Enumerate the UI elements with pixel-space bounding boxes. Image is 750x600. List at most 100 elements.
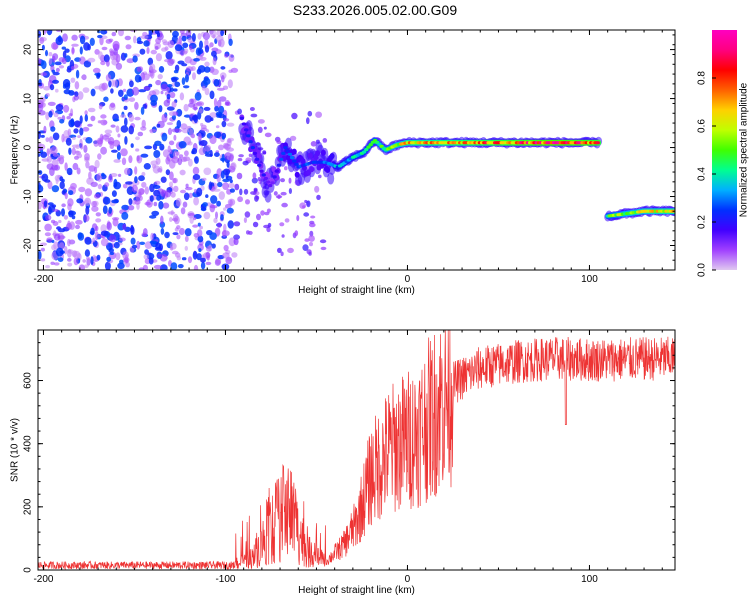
noise-blob	[149, 183, 155, 193]
noise-blob	[173, 134, 177, 141]
noise-blob	[92, 67, 101, 74]
noise-blob	[135, 148, 140, 152]
noise-blob	[54, 233, 61, 241]
noise-blob	[168, 181, 174, 188]
noise-blob	[165, 189, 172, 198]
ridge-core	[261, 173, 266, 177]
noise-blob	[294, 230, 299, 237]
noise-blob	[244, 211, 251, 218]
noise-blob	[79, 35, 86, 45]
noise-blob	[159, 264, 168, 270]
noise-blob	[216, 99, 222, 108]
noise-blob	[52, 208, 60, 212]
ridge-core	[254, 157, 260, 161]
ridge-band	[315, 150, 321, 157]
noise-blob	[73, 95, 79, 101]
noise-blob	[237, 108, 243, 115]
noise-blob	[52, 221, 59, 226]
noise-blob	[74, 120, 81, 128]
snr-frame	[37, 329, 676, 571]
noise-blob	[62, 33, 68, 42]
noise-blob	[148, 30, 153, 36]
noise-blob	[128, 198, 133, 206]
noise-blob	[176, 225, 181, 230]
noise-blob	[180, 49, 185, 57]
noise-blob	[53, 164, 61, 171]
noise-blob	[280, 251, 284, 257]
noise-blob	[71, 34, 78, 41]
noise-blob	[134, 176, 138, 184]
noise-blob	[160, 83, 169, 92]
noise-blob	[209, 149, 213, 158]
noise-blob	[199, 140, 208, 146]
noise-blob	[104, 261, 111, 270]
noise-blob	[113, 48, 118, 56]
colorbar-tick-label: 0.8	[697, 71, 708, 85]
noise-blob	[41, 158, 50, 162]
noise-blob	[152, 165, 161, 174]
noise-blob	[79, 143, 84, 150]
noise-blob	[40, 72, 48, 77]
noise-blob	[165, 156, 170, 165]
noise-blob	[167, 211, 176, 215]
noise-blob	[203, 167, 212, 176]
noise-blob	[140, 34, 149, 40]
noise-blob	[122, 223, 127, 231]
noise-blob	[210, 195, 218, 204]
noise-blob	[109, 252, 115, 255]
noise-blob	[113, 79, 118, 88]
noise-blob	[134, 74, 141, 83]
noise-blob	[67, 198, 74, 207]
noise-blob	[227, 220, 234, 229]
noise-blob	[74, 150, 82, 155]
noise-blob	[192, 72, 196, 80]
noise-blob	[94, 231, 99, 241]
noise-blob	[168, 140, 175, 146]
noise-blob	[84, 110, 88, 116]
ridge-band	[307, 152, 313, 159]
noise-blob	[108, 80, 112, 88]
noise-blob	[109, 234, 117, 243]
noise-blob	[193, 264, 199, 270]
noise-blob	[177, 264, 184, 269]
noise-blob	[184, 150, 189, 157]
noise-blob	[119, 259, 124, 265]
ridge-core	[246, 134, 251, 138]
noise-blob	[234, 183, 240, 191]
noise-blob	[71, 215, 76, 220]
noise-blob	[111, 199, 119, 204]
noise-blob	[187, 213, 195, 217]
noise-blob	[64, 192, 68, 200]
noise-blob	[121, 204, 130, 211]
noise-blob	[214, 152, 220, 158]
noise-blob	[77, 135, 81, 139]
noise-blob	[188, 158, 193, 167]
noise-blob	[157, 74, 163, 80]
noise-blob	[169, 148, 173, 154]
noise-blob	[160, 215, 164, 225]
noise-blob	[191, 33, 196, 42]
noise-blob	[214, 105, 219, 112]
noise-blob	[197, 65, 206, 73]
noise-blob	[142, 73, 150, 81]
noise-blob	[239, 188, 243, 196]
noise-blob	[174, 64, 180, 72]
noise-blob	[64, 162, 68, 171]
noise-blob	[47, 180, 53, 190]
noise-blob	[44, 179, 51, 183]
noise-blob	[45, 137, 50, 143]
noise-blob	[180, 207, 186, 215]
noise-blob	[217, 222, 222, 229]
noise-blob	[70, 182, 77, 190]
noise-blob	[182, 42, 189, 49]
noise-blob	[175, 197, 182, 207]
noise-blob	[45, 214, 52, 221]
noise-blob	[121, 157, 127, 166]
noise-blob	[109, 143, 115, 149]
noise-blob	[144, 186, 149, 195]
noise-blob	[220, 170, 225, 179]
noise-blob	[105, 74, 112, 82]
noise-blob	[209, 135, 217, 145]
noise-blob	[237, 158, 243, 162]
noise-blob	[50, 261, 55, 265]
